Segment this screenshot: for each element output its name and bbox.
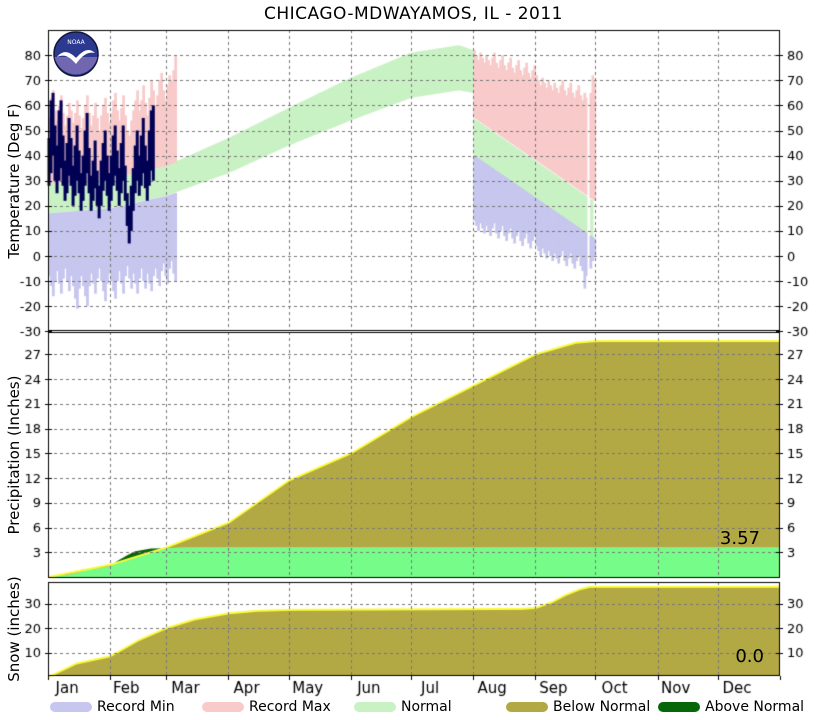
snow-total-annotation: 0.0 bbox=[735, 646, 764, 667]
record-max-swatch bbox=[202, 702, 244, 712]
legend-label: Below Normal bbox=[553, 699, 651, 715]
legend-label: Record Min bbox=[97, 699, 175, 715]
legend-item-record-max: Record Max bbox=[202, 699, 331, 715]
legend-label: Above Normal bbox=[705, 699, 805, 715]
snow-axis-label: Snow (inches) bbox=[5, 576, 23, 682]
legend-item-above-normal: Above Normal bbox=[658, 699, 804, 715]
legend-item-below-normal: Below Normal bbox=[506, 699, 650, 715]
temperature-axis-label: Temperature (Deg F) bbox=[5, 103, 23, 259]
noaa-logo-text: NOAA bbox=[67, 39, 85, 46]
legend-item-normal: Normal bbox=[354, 699, 452, 715]
legend-item-record-min: Record Min bbox=[50, 699, 175, 715]
above-normal-swatch bbox=[658, 702, 700, 712]
page-title: CHICAGO-MDWAYAMOS, IL - 2011 bbox=[263, 4, 563, 24]
legend-label: Normal bbox=[401, 699, 452, 715]
precip-total-annotation: 3.57 bbox=[719, 528, 760, 549]
record-min-swatch bbox=[50, 702, 92, 712]
noaa-logo: NOAA bbox=[53, 31, 99, 77]
legend-label: Record Max bbox=[249, 699, 331, 715]
below-normal-swatch bbox=[506, 702, 548, 712]
normal-swatch bbox=[354, 702, 396, 712]
